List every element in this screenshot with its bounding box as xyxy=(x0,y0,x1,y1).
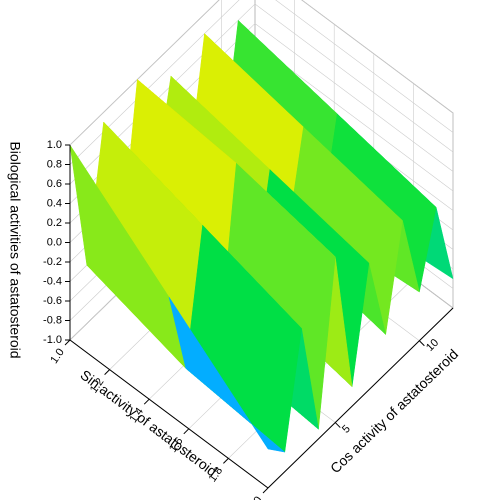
z-tick-label: 0.6 xyxy=(47,178,62,190)
z-tick-label: 1.0 xyxy=(47,139,62,151)
z-tick-label: -0.8 xyxy=(43,314,62,326)
tick-mark xyxy=(262,487,269,494)
tick-mark xyxy=(104,369,110,375)
axis-line xyxy=(267,307,454,489)
tick-mark xyxy=(223,458,229,464)
z-tick-label: 0.4 xyxy=(47,197,62,209)
z-tick-label: 0.2 xyxy=(47,217,62,229)
grid-line xyxy=(69,0,454,146)
z-tick-label: 0.8 xyxy=(47,158,62,170)
z-tick-label: 0.0 xyxy=(47,236,62,248)
tick-mark xyxy=(419,340,425,347)
grid-line xyxy=(69,0,454,165)
x-tick-label: 1.0 xyxy=(48,347,67,366)
z-tick-label: -0.2 xyxy=(43,256,62,268)
surface-patch xyxy=(168,296,286,453)
y-tick-label: 5 xyxy=(340,423,353,436)
y-tick-label: 10 xyxy=(424,337,441,354)
z-tick-label: -0.6 xyxy=(43,295,62,307)
z-tick-label: -1.0 xyxy=(43,334,62,346)
axis-title: Biological activities of astatosteroid xyxy=(7,141,23,358)
tick-mark xyxy=(334,422,341,428)
axis-line xyxy=(69,339,269,489)
tick-mark xyxy=(143,398,150,405)
tick-mark xyxy=(64,339,71,346)
axis-title: Sin activity of astatosteroid xyxy=(77,366,220,479)
z-tick-label: -0.4 xyxy=(43,275,62,287)
x-tick-label: 2.0 xyxy=(246,495,265,500)
tick-mark xyxy=(183,428,190,435)
